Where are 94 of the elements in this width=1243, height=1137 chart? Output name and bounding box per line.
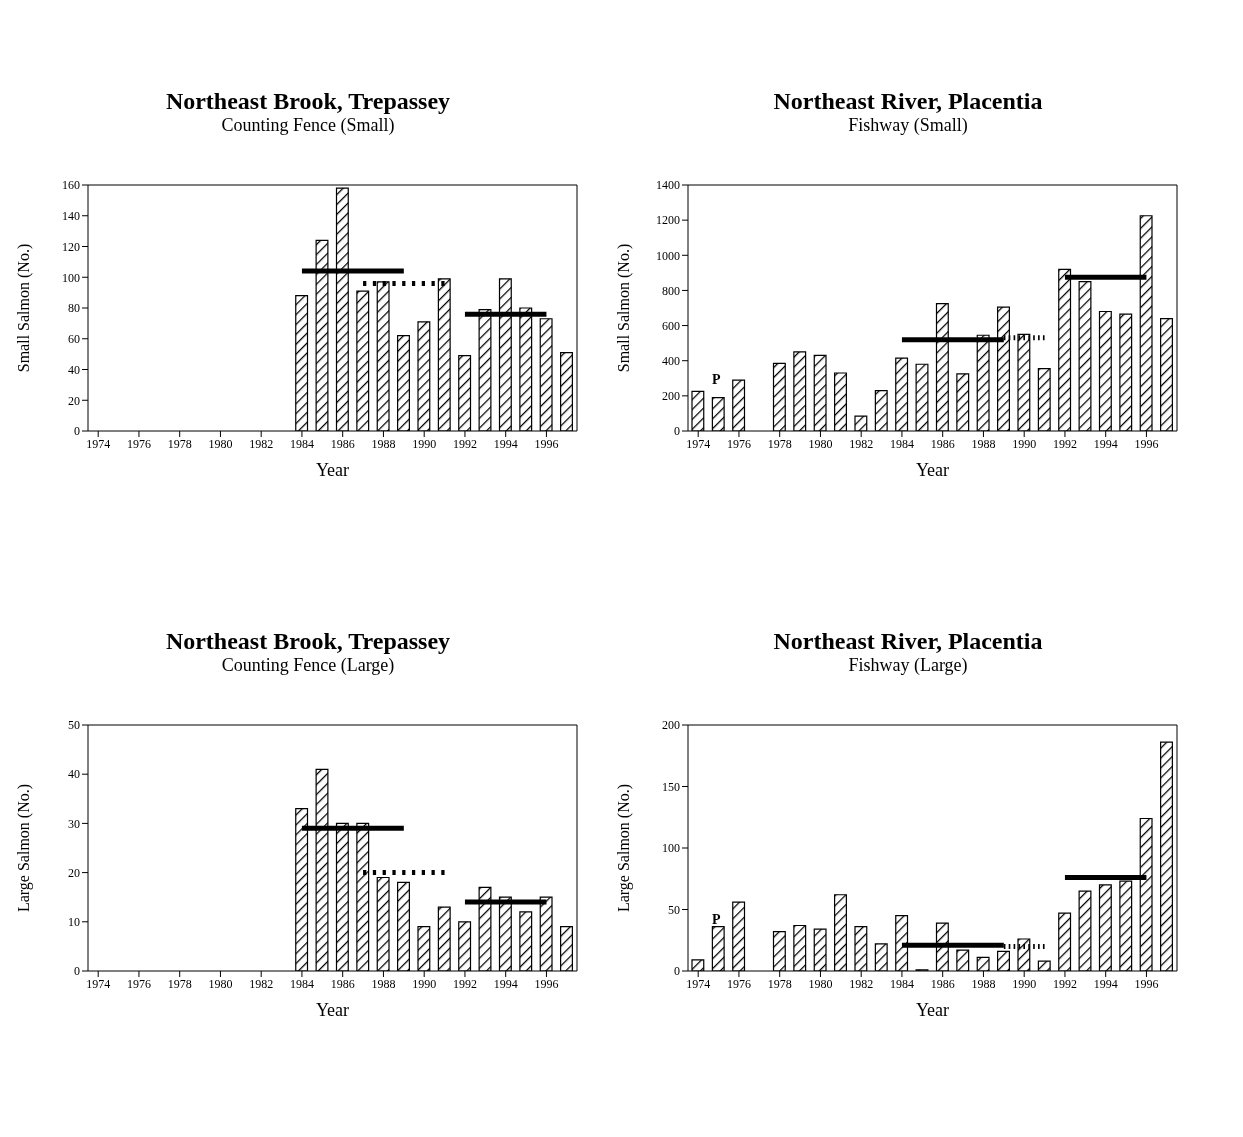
y-axis-title: Small Salmon (No.) xyxy=(14,243,33,373)
chart-title: Northeast Brook, Trepassey xyxy=(164,628,452,655)
y-tick-label: 40 xyxy=(68,362,80,377)
x-tick-label: 1990 xyxy=(1012,436,1037,451)
x-axis-title: Year xyxy=(315,460,350,480)
x-tick-label: 1996 xyxy=(1134,436,1159,451)
x-tick-label: 1986 xyxy=(330,976,355,991)
x-tick-label: 1978 xyxy=(767,436,792,451)
x-axis-title: Year xyxy=(315,1000,350,1020)
y-tick-label: 0 xyxy=(74,424,80,439)
y-tick-label: 800 xyxy=(662,283,680,298)
y-tick-label: 20 xyxy=(68,393,80,408)
annotation: P xyxy=(712,912,721,928)
y-tick-label: 10 xyxy=(68,915,80,930)
annotation: P xyxy=(712,372,721,388)
x-tick-label: 1982 xyxy=(249,976,274,991)
x-tick-label: 1976 xyxy=(126,976,151,991)
x-tick-label: 1986 xyxy=(930,976,955,991)
x-tick-label: 1992 xyxy=(1052,436,1077,451)
y-tick-label: 50 xyxy=(668,902,680,917)
x-tick-label: 1988 xyxy=(371,436,396,451)
x-tick-label: 1988 xyxy=(971,436,996,451)
x-tick-label: 1974 xyxy=(86,436,111,451)
chart-title: Northeast Brook, Trepassey xyxy=(164,88,452,115)
x-tick-label: 1978 xyxy=(767,976,792,991)
y-tick-label: 1200 xyxy=(656,213,680,228)
y-tick-label: 200 xyxy=(662,389,680,404)
y-tick-label: 60 xyxy=(68,332,80,347)
y-axis-title: Large Salmon (No.) xyxy=(14,783,33,913)
chart-subtitle: Counting Fence (Large) xyxy=(220,655,396,676)
chart-subtitle: Counting Fence (Small) xyxy=(220,115,396,136)
x-tick-label: 1988 xyxy=(371,976,396,991)
x-tick-label: 1976 xyxy=(726,976,751,991)
x-tick-label: 1990 xyxy=(412,436,437,451)
x-tick-label: 1980 xyxy=(208,976,233,991)
y-tick-label: 0 xyxy=(674,964,680,979)
y-tick-label: 120 xyxy=(62,239,80,254)
x-tick-label: 1982 xyxy=(249,436,274,451)
x-tick-label: 1976 xyxy=(126,436,151,451)
x-tick-label: 1974 xyxy=(686,436,711,451)
y-tick-label: 100 xyxy=(62,270,80,285)
x-tick-label: 1978 xyxy=(167,436,192,451)
x-tick-label: 1994 xyxy=(1093,976,1118,991)
x-tick-label: 1982 xyxy=(849,436,874,451)
y-tick-label: 140 xyxy=(62,209,80,224)
x-tick-label: 1986 xyxy=(330,436,355,451)
x-tick-label: 1984 xyxy=(889,976,914,991)
x-tick-label: 1988 xyxy=(971,976,996,991)
x-tick-label: 1992 xyxy=(1052,976,1077,991)
x-tick-label: 1990 xyxy=(1012,976,1037,991)
x-tick-label: 1976 xyxy=(726,436,751,451)
x-tick-label: 1996 xyxy=(534,436,559,451)
y-tick-label: 20 xyxy=(68,865,80,880)
x-tick-label: 1978 xyxy=(167,976,192,991)
y-tick-label: 1000 xyxy=(656,248,680,263)
x-tick-label: 1984 xyxy=(289,436,314,451)
x-tick-label: 1994 xyxy=(1093,436,1118,451)
y-tick-label: 150 xyxy=(662,779,680,794)
y-tick-label: 40 xyxy=(68,767,80,782)
x-axis-title: Year xyxy=(915,1000,950,1020)
y-tick-label: 160 xyxy=(62,178,80,193)
y-axis-title: Large Salmon (No.) xyxy=(614,783,633,913)
x-tick-label: 1980 xyxy=(808,436,833,451)
chart-title: Northeast River, Placentia xyxy=(772,628,1044,655)
y-axis-title: Small Salmon (No.) xyxy=(614,243,633,373)
x-tick-label: 1974 xyxy=(686,976,711,991)
x-tick-label: 1996 xyxy=(534,976,559,991)
chart-title: Northeast River, Placentia xyxy=(772,88,1044,115)
x-tick-label: 1990 xyxy=(412,976,437,991)
x-tick-label: 1994 xyxy=(493,976,518,991)
y-tick-label: 30 xyxy=(68,816,80,831)
x-tick-label: 1980 xyxy=(808,976,833,991)
x-tick-label: 1986 xyxy=(930,436,955,451)
y-tick-label: 80 xyxy=(68,301,80,316)
y-tick-label: 1400 xyxy=(656,178,680,193)
y-tick-label: 0 xyxy=(74,964,80,979)
y-tick-label: 50 xyxy=(68,718,80,733)
y-tick-label: 200 xyxy=(662,718,680,733)
x-tick-label: 1992 xyxy=(452,976,477,991)
x-tick-label: 1974 xyxy=(86,976,111,991)
x-tick-label: 1992 xyxy=(452,436,477,451)
chart-subtitle: Fishway (Small) xyxy=(847,115,969,136)
x-tick-label: 1996 xyxy=(1134,976,1159,991)
y-tick-label: 600 xyxy=(662,318,680,333)
chart-subtitle: Fishway (Large) xyxy=(847,655,969,676)
x-tick-label: 1994 xyxy=(493,436,518,451)
x-tick-label: 1980 xyxy=(208,436,233,451)
y-tick-label: 0 xyxy=(674,424,680,439)
y-tick-label: 400 xyxy=(662,353,680,368)
x-tick-label: 1984 xyxy=(289,976,314,991)
x-tick-label: 1982 xyxy=(849,976,874,991)
x-axis-title: Year xyxy=(915,460,950,480)
y-tick-label: 100 xyxy=(662,841,680,856)
x-tick-label: 1984 xyxy=(889,436,914,451)
